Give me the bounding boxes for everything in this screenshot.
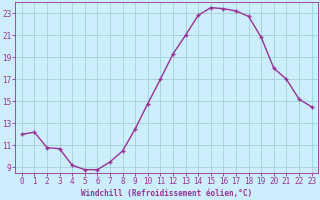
X-axis label: Windchill (Refroidissement éolien,°C): Windchill (Refroidissement éolien,°C) [81,189,252,198]
